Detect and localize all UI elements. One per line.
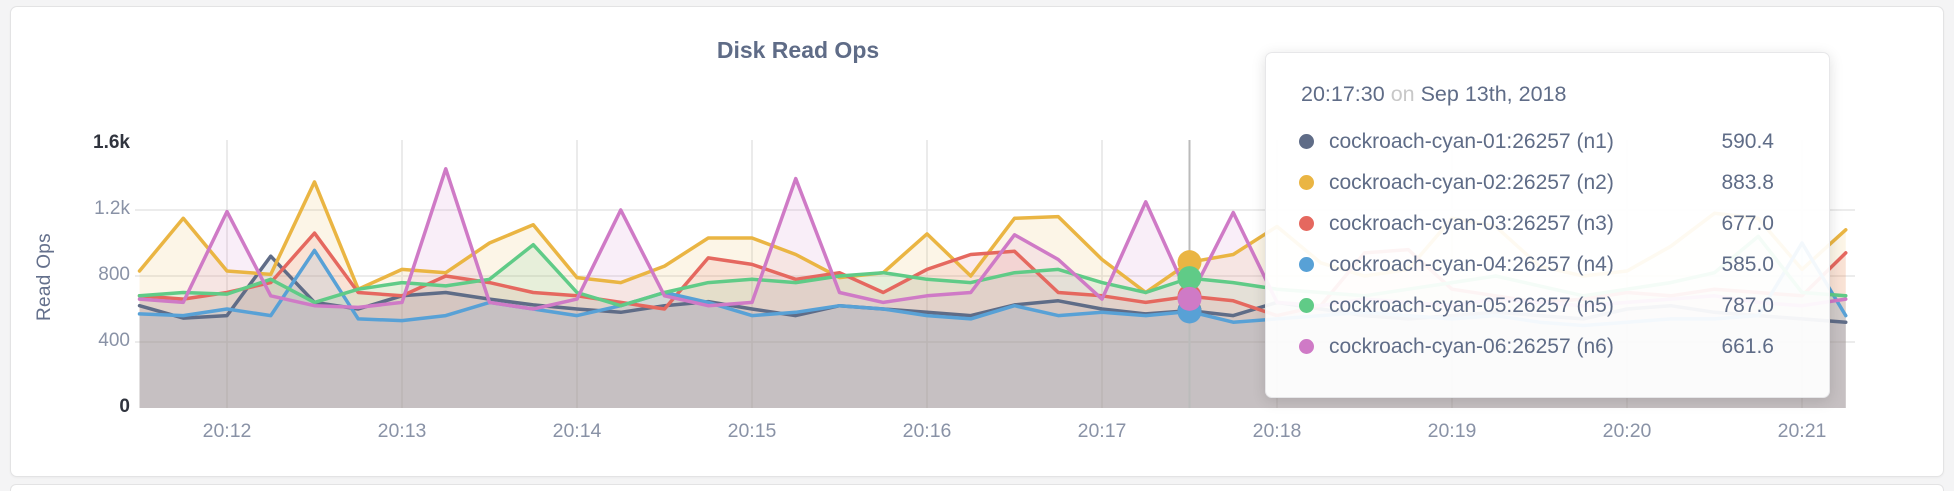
tooltip-series-label: cockroach-cyan-01:26257 (n1) xyxy=(1329,129,1614,153)
tooltip-series-value: 883.8 xyxy=(1721,170,1774,194)
chart-tooltip: 20:17:30 on Sep 13th, 2018 cockroach-cya… xyxy=(1265,52,1830,398)
series-color-dot-icon xyxy=(1299,339,1314,354)
tooltip-series-label: cockroach-cyan-04:26257 (n4) xyxy=(1329,252,1614,276)
y-tick-label: 0 xyxy=(119,396,130,417)
x-tick-label: 20:14 xyxy=(552,420,602,442)
tooltip-row: cockroach-cyan-06:26257 (n6) 661.6 xyxy=(1299,326,1774,367)
tooltip-header: 20:17:30 on Sep 13th, 2018 xyxy=(1301,82,1774,107)
x-tick-label: 20:17 xyxy=(1077,420,1127,442)
x-tick-label: 20:12 xyxy=(202,420,252,442)
tooltip-row: cockroach-cyan-05:26257 (n5) 787.0 xyxy=(1299,285,1774,326)
tooltip-series-value: 585.0 xyxy=(1721,252,1774,276)
x-tick-label: 20:13 xyxy=(377,420,427,442)
y-tick-label: 1.6k xyxy=(93,132,130,153)
tooltip-series-value: 590.4 xyxy=(1721,129,1774,153)
tooltip-series-label: cockroach-cyan-05:26257 (n5) xyxy=(1329,293,1614,317)
tooltip-time: 20:17:30 xyxy=(1301,82,1385,106)
tooltip-series-value: 677.0 xyxy=(1721,211,1774,235)
tooltip-row: cockroach-cyan-04:26257 (n4) 585.0 xyxy=(1299,244,1774,285)
hover-point-marker xyxy=(1177,266,1202,291)
tooltip-date: Sep 13th, 2018 xyxy=(1420,82,1567,106)
x-tick-label: 20:20 xyxy=(1602,420,1652,442)
series-color-dot-icon xyxy=(1299,216,1314,231)
x-tick-label: 20:16 xyxy=(902,420,952,442)
y-tick-label: 1.2k xyxy=(94,198,130,219)
series-color-dot-icon xyxy=(1299,257,1314,272)
tooltip-rows: cockroach-cyan-01:26257 (n1) 590.4 cockroa… xyxy=(1299,121,1774,367)
x-tick-label: 20:15 xyxy=(727,420,777,442)
tooltip-conjunction: on xyxy=(1390,82,1415,106)
x-tick-label: 20:19 xyxy=(1427,420,1477,442)
tooltip-row: cockroach-cyan-02:26257 (n2) 883.8 xyxy=(1299,162,1774,203)
series-color-dot-icon xyxy=(1299,298,1314,313)
tooltip-series-label: cockroach-cyan-03:26257 (n3) xyxy=(1329,211,1614,235)
tooltip-series-label: cockroach-cyan-06:26257 (n6) xyxy=(1329,334,1614,358)
series-color-dot-icon xyxy=(1299,134,1314,149)
tooltip-series-value: 787.0 xyxy=(1721,293,1774,317)
series-color-dot-icon xyxy=(1299,175,1314,190)
y-tick-label: 400 xyxy=(98,330,130,351)
tooltip-row: cockroach-cyan-03:26257 (n3) 677.0 xyxy=(1299,203,1774,244)
hover-point-marker xyxy=(1177,286,1202,311)
chart-title: Disk Read Ops xyxy=(716,37,880,63)
tooltip-series-value: 661.6 xyxy=(1721,334,1774,358)
x-tick-label: 20:21 xyxy=(1777,420,1827,442)
tooltip-series-label: cockroach-cyan-02:26257 (n2) xyxy=(1329,170,1614,194)
x-tick-label: 20:18 xyxy=(1252,420,1302,442)
tooltip-row: cockroach-cyan-01:26257 (n1) 590.4 xyxy=(1299,121,1774,162)
y-tick-label: 800 xyxy=(98,264,130,285)
